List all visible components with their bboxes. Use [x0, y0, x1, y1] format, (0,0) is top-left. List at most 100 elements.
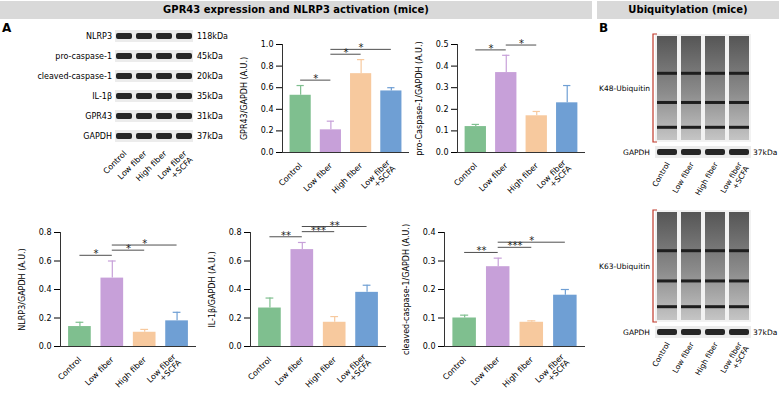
svg-text:0.4: 0.4: [436, 62, 449, 71]
svg-text:0.4: 0.4: [39, 285, 52, 294]
svg-text:0.6: 0.6: [39, 257, 52, 266]
svg-text:0.0: 0.0: [436, 148, 449, 157]
svg-text:*: *: [359, 42, 364, 53]
svg-text:*: *: [126, 243, 131, 254]
svg-text:NLRP3/GAPDH (A.U.): NLRP3/GAPDH (A.U.): [18, 248, 27, 330]
svg-text:Control: Control: [101, 149, 129, 176]
svg-text:20kDa: 20kDa: [197, 72, 223, 81]
svg-text:0.0: 0.0: [261, 148, 274, 157]
svg-text:***: ***: [508, 240, 523, 251]
svg-text:K63-Ubiquitin: K63-Ubiquitin: [599, 262, 650, 271]
svg-text:Control: Control: [650, 161, 671, 189]
svg-text:Low fiber+SCFA: Low fiber+SCFA: [719, 160, 752, 199]
svg-text:High fiber: High fiber: [304, 355, 339, 390]
svg-text:0.5: 0.5: [436, 40, 449, 49]
svg-text:Control: Control: [452, 161, 479, 188]
svg-text:**: **: [330, 220, 340, 231]
svg-text:High fiber: High fiber: [501, 355, 536, 390]
svg-text:**: **: [476, 245, 486, 256]
svg-text:0.4: 0.4: [229, 285, 242, 294]
svg-text:Control: Control: [441, 355, 468, 382]
svg-text:0.4: 0.4: [261, 105, 274, 114]
svg-text:Control: Control: [650, 341, 671, 369]
svg-text:0.3: 0.3: [423, 257, 436, 266]
svg-text:1.0: 1.0: [261, 40, 274, 49]
svg-text:0.8: 0.8: [39, 228, 52, 237]
svg-text:Control: Control: [277, 161, 304, 188]
svg-text:0.2: 0.2: [39, 314, 52, 323]
svg-text:0.8: 0.8: [229, 228, 242, 237]
svg-text:Low fiber+SCFA: Low fiber+SCFA: [335, 352, 373, 390]
svg-text:118kDa: 118kDa: [197, 32, 228, 41]
svg-text:37kDa: 37kDa: [753, 148, 777, 157]
svg-text:cleaved-caspase-1: cleaved-caspase-1: [37, 72, 112, 81]
svg-text:High fiber: High fiber: [694, 160, 721, 197]
svg-text:*: *: [94, 248, 99, 259]
svg-text:Control: Control: [56, 355, 83, 382]
svg-text:0.8: 0.8: [261, 62, 274, 71]
svg-text:High fiber: High fiber: [330, 161, 365, 196]
svg-text:45kDa: 45kDa: [197, 52, 223, 61]
svg-text:0.1: 0.1: [423, 314, 436, 323]
svg-text:Low fiber: Low fiber: [671, 160, 696, 195]
svg-text:0.2: 0.2: [436, 105, 449, 114]
svg-text:High fiber: High fiber: [506, 161, 541, 196]
svg-text:cleaved-caspase-1/GAPDH (A.U.): cleaved-caspase-1/GAPDH (A.U.): [402, 224, 411, 355]
svg-text:GAPDH: GAPDH: [623, 148, 650, 157]
svg-text:Low fiber+SCFA: Low fiber+SCFA: [156, 149, 195, 188]
svg-text:Control: Control: [246, 355, 273, 382]
svg-text:*: *: [489, 43, 494, 54]
svg-text:Low fiber: Low fiber: [469, 355, 502, 388]
html-text:GPR43 expression and NLRP3 act: GPR43 expression and NLRP3 activation (m…: [163, 4, 429, 15]
svg-text:K48-Ubiquitin: K48-Ubiquitin: [599, 84, 650, 93]
svg-text:**: **: [281, 230, 291, 241]
svg-text:*: *: [142, 238, 147, 249]
svg-text:High fiber: High fiber: [134, 149, 169, 184]
svg-text:0.2: 0.2: [423, 285, 436, 294]
svg-text:Low fiber: Low fiber: [671, 340, 696, 375]
html-text:Ubiquitylation (mice): Ubiquitylation (mice): [628, 4, 748, 15]
svg-text:pro-caspase-1: pro-caspase-1: [55, 52, 112, 61]
svg-text:*: *: [344, 47, 349, 58]
svg-text:37kDa: 37kDa: [197, 132, 223, 141]
svg-text:IL-1β: IL-1β: [92, 92, 112, 101]
svg-text:Low fiber+SCFA: Low fiber+SCFA: [535, 158, 573, 196]
svg-text:31kDa: 31kDa: [197, 112, 223, 121]
svg-text:0.3: 0.3: [436, 83, 449, 92]
svg-text:0.1: 0.1: [436, 126, 449, 135]
svg-text:Low fiber+SCFA: Low fiber+SCFA: [533, 352, 571, 390]
svg-text:*: *: [529, 235, 534, 246]
svg-text:0.0: 0.0: [423, 342, 436, 351]
svg-text:0.4: 0.4: [423, 228, 436, 237]
svg-text:0.6: 0.6: [261, 83, 274, 92]
svg-text:Low fiber: Low fiber: [83, 355, 116, 388]
svg-text:GAPDH: GAPDH: [83, 132, 112, 141]
svg-text:0.0: 0.0: [229, 342, 242, 351]
svg-text:NLRP3: NLRP3: [86, 32, 112, 41]
html-text:A: A: [2, 21, 12, 35]
svg-text:Low fiber: Low fiber: [116, 149, 149, 182]
svg-text:IL-1β/GAPDH (A.U.): IL-1β/GAPDH (A.U.): [208, 251, 217, 327]
svg-text:pro-Caspase-1/GAPDH (A.U.): pro-Caspase-1/GAPDH (A.U.): [415, 41, 424, 155]
svg-text:Low fiber: Low fiber: [301, 161, 335, 194]
svg-text:37kDa: 37kDa: [753, 328, 777, 337]
svg-text:0.2: 0.2: [229, 314, 242, 323]
svg-text:***: ***: [311, 225, 326, 236]
svg-text:0.6: 0.6: [229, 257, 242, 266]
svg-text:GPR43/GAPDH (A.U.): GPR43/GAPDH (A.U.): [240, 57, 249, 140]
svg-text:High fiber: High fiber: [694, 340, 721, 377]
svg-text:High fiber: High fiber: [114, 355, 149, 390]
svg-text:0.0: 0.0: [39, 342, 52, 351]
svg-text:Low fiber: Low fiber: [273, 355, 306, 388]
svg-text:Low fiber: Low fiber: [477, 161, 510, 194]
svg-text:GPR43: GPR43: [85, 112, 112, 121]
svg-text:Low fiber+SCFA: Low fiber+SCFA: [145, 352, 183, 390]
svg-text:*: *: [519, 38, 524, 49]
svg-text:GAPDH: GAPDH: [623, 328, 650, 337]
html-text:B: B: [599, 21, 609, 35]
svg-text:Low fiber+SCFA: Low fiber+SCFA: [719, 340, 752, 379]
svg-text:Low fiber+SCFA: Low fiber+SCFA: [359, 158, 397, 196]
svg-text:*: *: [313, 73, 318, 84]
svg-text:0.2: 0.2: [261, 126, 274, 135]
svg-text:35kDa: 35kDa: [197, 92, 223, 101]
